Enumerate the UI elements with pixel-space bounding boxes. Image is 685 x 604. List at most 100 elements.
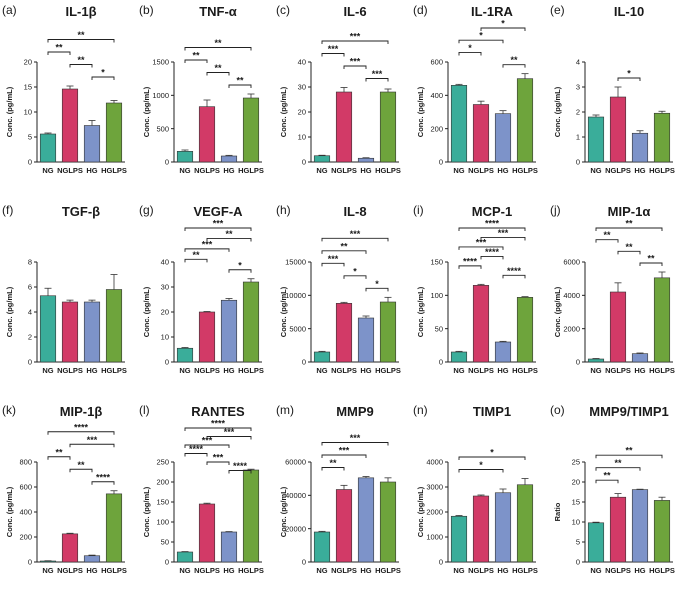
y-tick-label: 6000 [563,258,580,267]
bar-nglps [61,88,79,163]
bar-ng [39,560,57,563]
significance-label: * [490,448,494,458]
y-tick-label: 1000 [426,533,443,542]
significance-bracket [228,470,252,474]
bar-hg [631,353,649,363]
bar-hg [220,531,238,563]
y-tick-label: 0 [165,558,169,567]
y-tick-label: 0 [302,358,306,367]
bar-hglps [105,493,123,563]
y-tick-label: 10 [24,108,32,117]
y-tick-label: 4000 [426,458,443,467]
bar-nglps [335,91,353,163]
y-tick-label: 2000 [563,324,580,333]
y-axis-label: Conc. (pg/mL) [416,286,425,337]
significance-bracket [321,53,345,57]
bar-ng [450,85,468,163]
significance-label: *** [328,44,339,54]
bar-hglps [379,91,397,163]
y-tick-label: 40000 [285,491,306,500]
bar-nglps [198,503,216,563]
significance-bracket [47,39,115,43]
significance-bracket [206,436,252,440]
panel-title: MIP-1β [60,404,103,419]
bar-nglps [609,96,627,163]
significance-label: *** [350,229,361,239]
y-tick-label: 3000 [426,483,443,492]
significance-bracket [365,287,389,292]
y-tick-label: 2000 [426,508,443,517]
y-tick-label: 25 [572,458,580,467]
significance-bracket [184,444,230,448]
significance-bracket [47,51,71,55]
significance-label: * [238,260,242,270]
y-tick-label: 30 [298,83,306,92]
panel-label: (l) [139,403,150,417]
significance-label: ** [55,447,63,457]
significance-label: *** [350,32,361,42]
bar-ng [39,295,57,363]
significance-bracket [184,258,208,263]
significance-label: * [627,69,631,79]
significance-label: *** [224,427,235,437]
significance-bracket [184,248,230,252]
significance-label: *** [213,453,224,463]
y-axis-label: Conc. (pg/mL) [553,286,562,337]
y-tick-label: 4 [28,308,32,317]
y-tick-label: 400 [19,508,32,517]
y-tick-label: 20 [572,478,580,487]
bar-hg [83,301,101,363]
y-axis-label: Conc. (pg/mL) [142,86,151,137]
y-tick-label: 1500 [152,58,169,67]
panel-mmp9: (m) MMP9 Conc. (pg/mL) 0 20000 40000 60000 NG NG… [276,403,401,575]
bar-ng [587,116,605,163]
y-tick-label: 0 [28,558,32,567]
significance-bracket [91,76,115,80]
significance-label: *** [202,436,213,446]
x-tick-label: HG [360,166,371,175]
y-tick-label: 15 [572,498,580,507]
bar-nglps [609,496,627,563]
significance-label: ** [625,446,633,456]
significance-label: * [375,279,379,289]
panel-label: (h) [276,203,291,217]
significance-label: * [101,68,105,78]
y-tick-label: 600 [19,483,32,492]
x-tick-label: HGLPS [375,166,401,175]
x-tick-label: NG [42,366,53,375]
significance-label: * [353,266,357,276]
significance-label: *** [476,237,487,247]
panel-title: IL-6 [343,4,366,19]
x-tick-label: NGLPS [331,566,357,575]
panel-title: IL-10 [614,4,644,19]
panel-title: IL-1RA [471,4,514,19]
y-tick-label: 3 [576,83,580,92]
significance-bracket [69,443,115,448]
significance-bracket [321,237,389,242]
x-tick-label: NG [42,166,53,175]
y-axis-label: Conc. (pg/mL) [279,486,288,537]
x-tick-label: NGLPS [194,366,220,375]
panel-title: TIMP1 [473,404,511,419]
x-tick-label: HG [497,566,508,575]
y-tick-label: 5 [28,133,32,142]
x-tick-label: HGLPS [238,166,264,175]
y-tick-label: 2 [576,108,580,117]
y-tick-label: 30 [161,283,169,292]
y-tick-label: 0 [439,158,443,167]
bar-nglps [472,495,490,563]
y-axis-label: Conc. (pg/mL) [416,486,425,537]
significance-bracket [69,468,93,473]
y-tick-label: 20 [298,108,306,117]
y-tick-label: 50 [161,538,169,547]
significance-label: **** [485,219,500,229]
y-tick-label: 4000 [563,291,580,300]
y-tick-label: 0 [576,558,580,567]
bar-ng [587,358,605,363]
significance-label: ** [614,458,622,468]
bar-hg [357,157,375,163]
panel-title: MMP9/TIMP1 [589,404,668,419]
significance-label: ** [225,229,233,239]
bar-hg [494,492,512,563]
